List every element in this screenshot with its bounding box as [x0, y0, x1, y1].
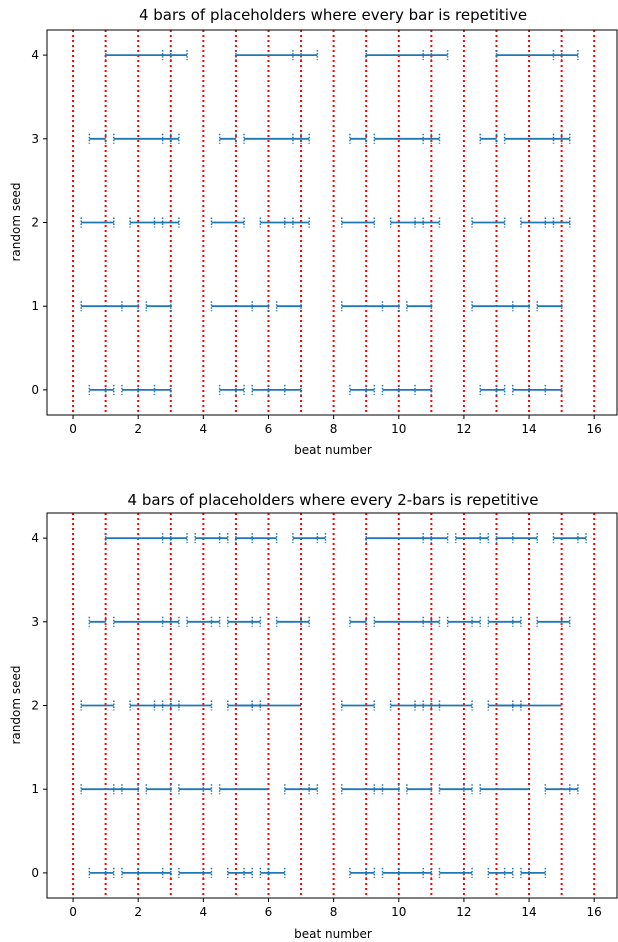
chart-top: 4 bars of placeholders where every bar i… [9, 6, 618, 457]
x-tick-label: 10 [391, 422, 406, 436]
y-axis-label: random seed [9, 183, 23, 262]
chart-title: 4 bars of placeholders where every bar i… [139, 6, 527, 24]
x-tick-label: 10 [391, 905, 406, 919]
y-axis-label: random seed [9, 666, 23, 745]
x-tick-label: 14 [521, 905, 536, 919]
x-tick-label: 8 [330, 422, 338, 436]
y-tick-label: 2 [31, 216, 39, 230]
y-tick-label: 3 [31, 132, 39, 146]
x-axis-label: beat number [294, 927, 372, 941]
y-tick-label: 1 [31, 782, 39, 796]
chart-title: 4 bars of placeholders where every 2-bar… [128, 491, 539, 509]
x-tick-label: 6 [265, 422, 273, 436]
x-tick-label: 2 [134, 905, 142, 919]
y-tick-label: 4 [31, 531, 39, 545]
x-tick-label: 6 [265, 905, 273, 919]
x-tick-label: 12 [456, 422, 471, 436]
x-tick-label: 4 [200, 422, 208, 436]
x-tick-label: 4 [200, 905, 208, 919]
x-tick-label: 8 [330, 905, 338, 919]
x-tick-label: 16 [587, 905, 602, 919]
y-tick-label: 0 [31, 383, 39, 397]
x-tick-label: 0 [69, 422, 77, 436]
x-tick-label: 0 [69, 905, 77, 919]
y-tick-label: 2 [31, 699, 39, 713]
y-tick-label: 0 [31, 866, 39, 880]
x-axis-label: beat number [294, 443, 372, 457]
x-tick-label: 12 [456, 905, 471, 919]
y-tick-label: 1 [31, 299, 39, 313]
y-tick-label: 3 [31, 615, 39, 629]
y-tick-label: 4 [31, 48, 39, 62]
chart-bottom: 4 bars of placeholders where every 2-bar… [9, 491, 618, 941]
x-tick-label: 14 [521, 422, 536, 436]
x-tick-label: 2 [134, 422, 142, 436]
x-tick-label: 16 [587, 422, 602, 436]
